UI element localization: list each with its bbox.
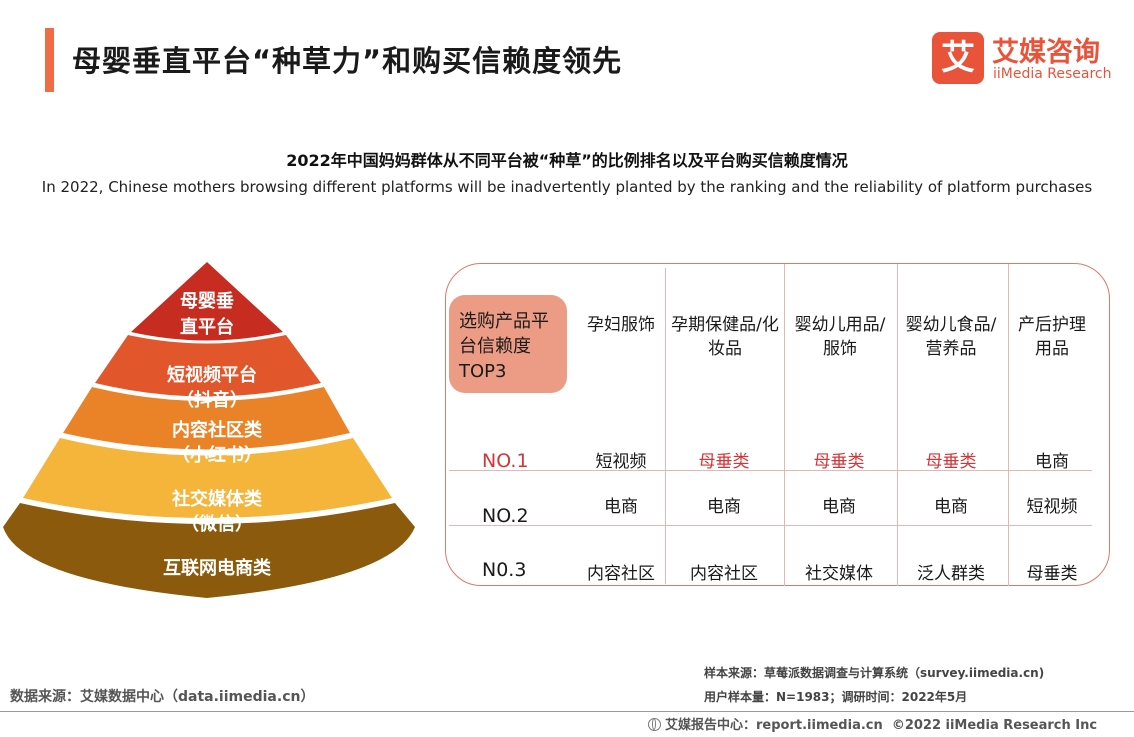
rank-label: N0.3 bbox=[482, 559, 527, 581]
svg-text:母婴垂直平台: 母婴垂直平台 bbox=[180, 291, 234, 338]
table-cell: 短视频 bbox=[1026, 497, 1078, 517]
row-divider bbox=[449, 470, 1092, 471]
svg-text:短视频平台（抖音）: 短视频平台 （抖音） bbox=[167, 364, 257, 411]
pyramid-level-3-line-1: 内容社区类 bbox=[172, 419, 263, 441]
footer-divider bbox=[0, 711, 1134, 712]
logo-name-cn: 艾媒咨询 bbox=[992, 37, 1100, 68]
footer-credits: 艾媒报告中心：report.iimedia.cn ©2022 iiMedia R… bbox=[648, 714, 1097, 733]
pyramid-level-1-line-2: 直平台 bbox=[180, 316, 234, 338]
row-divider bbox=[449, 525, 1092, 526]
svg-text:内容社区类（小红书）: 内容社区类 （小红书） bbox=[172, 419, 263, 466]
column-divider bbox=[1008, 264, 1009, 586]
table-cell: 电商 bbox=[934, 497, 968, 517]
pyramid-level-4-line-2: （微信） bbox=[181, 513, 253, 535]
table-cell: 内容社区 bbox=[587, 564, 655, 584]
column-header: 孕妇服饰 bbox=[587, 315, 655, 335]
svg-text:互联网电商类: 互联网电商类 bbox=[163, 557, 272, 579]
column-header: 婴幼儿食品/营养品 bbox=[905, 315, 997, 359]
logo-mark: 艾 bbox=[932, 32, 984, 84]
column-divider bbox=[665, 268, 666, 584]
trust-table bbox=[445, 263, 1110, 586]
column-header: 产后护理用品 bbox=[1018, 315, 1086, 359]
globe-icon bbox=[648, 718, 661, 731]
table-cell: 母垂类 bbox=[698, 452, 750, 472]
pyramid-level-3-line-2: （小红书） bbox=[172, 444, 262, 466]
pyramid-level-5-line-1: 互联网电商类 bbox=[163, 557, 272, 579]
title-accent-bar bbox=[45, 28, 54, 92]
table-cell: 社交媒体 bbox=[805, 564, 873, 584]
table-cell: 泛人群类 bbox=[917, 564, 985, 584]
column-divider bbox=[784, 264, 785, 586]
table-cell: 电商 bbox=[822, 497, 856, 517]
data-source: 数据来源：艾媒数据中心（data.iimedia.cn） bbox=[10, 689, 315, 705]
pyramid-level-1-line-1: 母婴垂 bbox=[180, 291, 234, 312]
copyright: ©2022 iiMedia Research Inc bbox=[891, 718, 1098, 733]
logo-name-en: iiMedia Research bbox=[993, 66, 1112, 82]
subtitle-cn: 2022年中国妈妈群体从不同平台被“种草”的比例排名以及平台购买信赖度情况 bbox=[286, 151, 848, 170]
column-divider bbox=[897, 264, 898, 586]
table-cell: 电商 bbox=[604, 497, 638, 517]
sample-size: 用户样本量：N=1983；调研时间：2022年5月 bbox=[704, 690, 968, 704]
sample-source: 样本来源：草莓派数据调查与计算系统（survey.iimedia.cn) bbox=[704, 666, 1045, 680]
report-center: 艾媒报告中心：report.iimedia.cn bbox=[665, 718, 883, 733]
pyramid-level-5 bbox=[3, 503, 415, 598]
pyramid-level-3 bbox=[63, 387, 350, 450]
pyramid-level-4 bbox=[23, 438, 392, 518]
table-cell: 电商 bbox=[1035, 452, 1069, 472]
pyramid-level-4-line-1: 社交媒体类 bbox=[172, 488, 263, 510]
pyramid-level-2-line-1: 短视频平台 bbox=[167, 364, 257, 386]
table-cell: 母垂类 bbox=[813, 452, 865, 472]
iimedia-logo: 艾 艾媒咨询 iiMedia Research bbox=[932, 30, 1117, 86]
column-header: 婴幼儿用品/服饰 bbox=[794, 315, 886, 359]
corner-header-label: 选购产品平台信赖度TOP3 bbox=[459, 311, 549, 382]
column-header: 孕期保健品/化妆品 bbox=[671, 315, 779, 359]
table-cell: 母垂类 bbox=[925, 452, 977, 472]
corner-header-pill bbox=[449, 295, 567, 393]
table-cell: 内容社区 bbox=[690, 564, 758, 584]
table-cell: 短视频 bbox=[595, 452, 647, 472]
page-title: 母婴垂直平台“种草力”和购买信赖度领先 bbox=[72, 44, 623, 78]
pyramid-level-2-line-2: （抖音） bbox=[176, 389, 248, 411]
pyramid-level-2 bbox=[95, 335, 321, 397]
table-cell: 母垂类 bbox=[1026, 564, 1078, 584]
platform-pyramid: 母婴垂直平台 短视频平台 （抖音） 内容社区类 （小红书） 社交媒体类 （微信） 互联… bbox=[3, 262, 415, 598]
pyramid-level-1 bbox=[131, 262, 283, 341]
table-cell: 电商 bbox=[707, 497, 741, 517]
rank-label: NO.2 bbox=[482, 505, 529, 527]
rank-label: NO.1 bbox=[482, 450, 529, 472]
svg-text:社交媒体类（微信）: 社交媒体类 （微信） bbox=[172, 488, 263, 535]
subtitle-en: In 2022, Chinese mothers browsing differ… bbox=[41, 178, 1093, 196]
